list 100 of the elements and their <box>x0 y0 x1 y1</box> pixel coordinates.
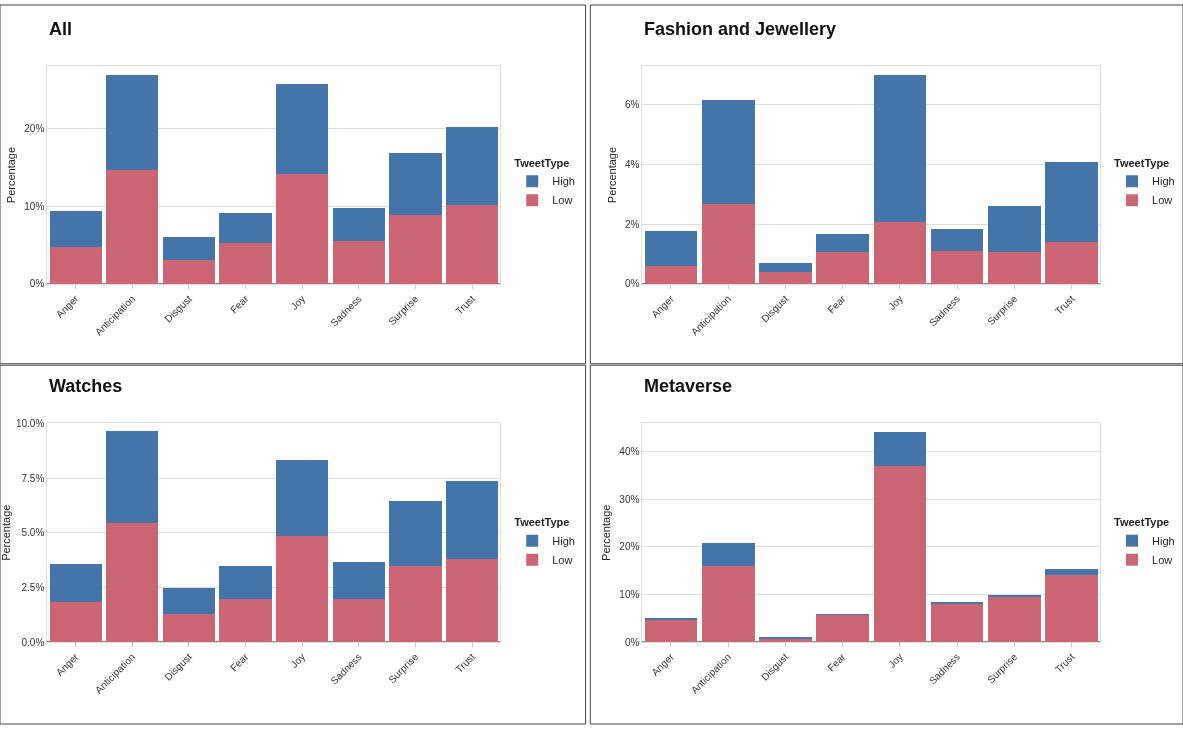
bar <box>1045 242 1098 284</box>
bar <box>106 74 159 170</box>
bar <box>219 565 272 600</box>
bar <box>106 523 159 643</box>
y-tick-label: 6% <box>624 99 640 111</box>
y-tick-label: 30% <box>619 493 640 505</box>
legend-label: High <box>1152 534 1175 547</box>
bar <box>446 480 499 559</box>
legend-title: TweetType <box>1114 156 1170 169</box>
bar <box>389 153 442 215</box>
y-axis-title: Percentage <box>4 146 17 204</box>
chart-title: Metaverse <box>644 376 733 396</box>
bar <box>162 259 215 284</box>
x-tick-label: Trust <box>1052 293 1077 317</box>
y-tick-label: 20% <box>619 541 640 553</box>
bar <box>219 213 272 243</box>
bar <box>332 207 385 242</box>
y-tick-label: 40% <box>619 446 640 458</box>
bar <box>162 587 215 614</box>
x-tick-label: Joy <box>886 651 905 670</box>
bar <box>332 561 385 599</box>
y-tick-label: 4% <box>624 159 640 171</box>
y-tick-label: 5.0% <box>21 527 45 539</box>
bar <box>701 543 755 566</box>
bar <box>276 84 329 175</box>
bar <box>446 558 499 643</box>
legend-label: Low <box>1152 553 1173 566</box>
bar <box>276 536 329 643</box>
x-tick-label: Joy <box>288 651 308 670</box>
bar <box>816 615 869 643</box>
y-axis-title: Percentage <box>0 504 12 561</box>
bar <box>930 604 984 643</box>
bar <box>162 236 215 260</box>
bar <box>873 432 927 466</box>
x-tick-label: Fear <box>228 292 251 316</box>
bar <box>759 262 812 272</box>
bar <box>930 229 984 252</box>
bar <box>276 459 329 537</box>
bar <box>759 271 812 284</box>
bar <box>219 599 272 643</box>
bar <box>930 251 984 284</box>
y-tick-label: 0% <box>624 636 640 648</box>
bar <box>988 252 1041 284</box>
x-tick-label: Joy <box>886 293 905 312</box>
bar <box>219 242 272 284</box>
bar <box>701 565 755 643</box>
bar <box>106 430 159 524</box>
legend-label: High <box>552 534 575 547</box>
bar <box>446 204 499 284</box>
bar <box>644 618 698 621</box>
y-tick-label: 7.5% <box>21 472 45 484</box>
bar <box>332 598 385 643</box>
bar <box>816 233 869 253</box>
bar <box>49 247 102 284</box>
y-axis-title: Percentage <box>600 504 612 561</box>
x-tick-label: Fear <box>228 650 251 674</box>
legend-title: TweetType <box>514 156 570 169</box>
bar <box>389 214 442 284</box>
y-axis-title: Percentage <box>605 146 618 204</box>
y-tick-label: 0% <box>624 278 640 290</box>
bar <box>930 602 984 605</box>
y-tick-label: 0% <box>29 278 45 290</box>
bar <box>49 564 102 603</box>
bar <box>988 206 1041 253</box>
bar <box>644 266 698 284</box>
bar <box>644 619 698 643</box>
x-tick-label: Joy <box>288 293 308 312</box>
legend-label: Low <box>1152 194 1173 207</box>
bar <box>49 210 102 248</box>
y-tick-label: 2% <box>624 218 640 230</box>
bar <box>389 566 442 643</box>
bar <box>276 174 329 284</box>
bar <box>1045 569 1098 575</box>
bar <box>332 241 385 284</box>
legend-label: High <box>552 175 575 188</box>
bar <box>49 602 102 643</box>
bar <box>873 222 927 284</box>
bar <box>873 75 927 223</box>
legend-title: TweetType <box>1114 516 1170 529</box>
bar <box>873 465 927 643</box>
bar <box>389 500 442 567</box>
legend-title: TweetType <box>514 516 570 529</box>
bar <box>701 99 755 205</box>
y-tick-label: 10% <box>24 200 45 212</box>
chart-title: All <box>49 19 73 39</box>
legend-label: High <box>1152 175 1175 188</box>
chart-title: Watches <box>49 376 123 396</box>
bar <box>988 597 1041 643</box>
chart-title: Fashion and Jewellery <box>644 19 837 39</box>
bar <box>1045 161 1098 243</box>
bar <box>1045 574 1098 643</box>
bar <box>701 204 755 284</box>
bar <box>644 230 698 267</box>
y-tick-label: 2.5% <box>21 581 45 593</box>
y-tick-label: 10.0% <box>15 417 45 429</box>
bar <box>446 126 499 205</box>
bar <box>162 613 215 643</box>
legend-label: Low <box>552 194 573 207</box>
y-tick-label: 10% <box>619 589 640 601</box>
y-tick-label: 0.0% <box>21 636 45 648</box>
